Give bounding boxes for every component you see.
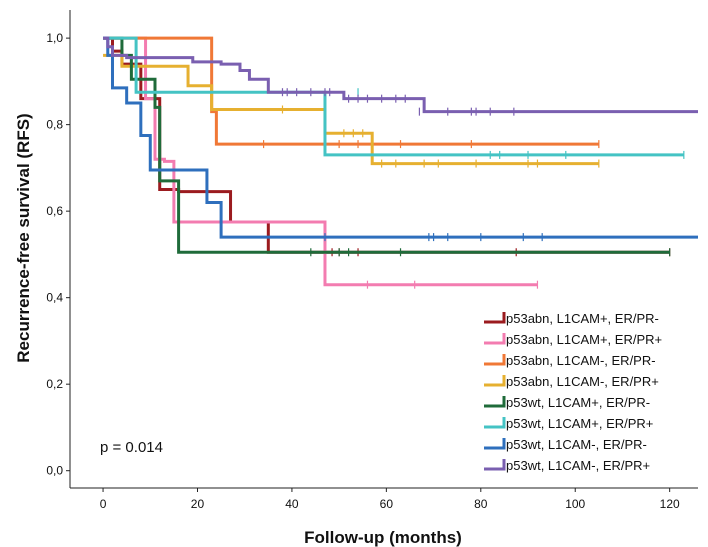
x-tick-label: 120: [660, 497, 680, 511]
survival-line: [103, 53, 599, 166]
legend-item: p53abn, L1CAM-, ER/PR+: [484, 374, 659, 389]
y-tick-label: 0,0: [46, 464, 63, 478]
legend: p53abn, L1CAM+, ER/PR-p53abn, L1CAM+, ER…: [484, 311, 662, 473]
legend-label: p53wt, L1CAM+, ER/PR-: [506, 395, 650, 410]
legend-label: p53wt, L1CAM-, ER/PR+: [506, 458, 650, 473]
x-tick-label: 100: [565, 497, 585, 511]
legend-label: p53abn, L1CAM-, ER/PR+: [506, 374, 659, 389]
x-tick-label: 0: [100, 497, 107, 511]
legend-item: p53wt, L1CAM-, ER/PR-: [484, 437, 647, 452]
y-tick-label: 0,2: [46, 377, 63, 391]
x-tick-label: 80: [474, 497, 488, 511]
legend-label: p53wt, L1CAM+, ER/PR+: [506, 416, 653, 431]
legend-label: p53abn, L1CAM-, ER/PR-: [506, 353, 656, 368]
x-axis-title: Follow-up (months): [304, 528, 462, 547]
legend-label: p53abn, L1CAM+, ER/PR+: [506, 332, 662, 347]
series-layer: [103, 36, 698, 289]
y-tick-label: 0,8: [46, 118, 63, 132]
series-1: [103, 36, 539, 289]
series-7: [103, 36, 698, 116]
y-tick-label: 0,6: [46, 204, 63, 218]
legend-item: p53abn, L1CAM-, ER/PR-: [484, 353, 656, 368]
legend-label: p53abn, L1CAM+, ER/PR-: [506, 311, 659, 326]
survival-line: [103, 36, 599, 146]
x-tick-label: 40: [285, 497, 299, 511]
legend-swatch: [484, 396, 506, 408]
p-value-annotation: p = 0.014: [100, 439, 163, 456]
survival-line: [103, 36, 698, 114]
legend-swatch: [484, 459, 506, 471]
x-tick-label: 60: [380, 497, 394, 511]
survival-line: [103, 36, 538, 287]
legend-label: p53wt, L1CAM-, ER/PR-: [506, 437, 647, 452]
y-axis-title: Recurrence-free survival (RFS): [14, 113, 33, 362]
survival-line: [103, 36, 698, 239]
survival-line: [103, 36, 684, 157]
y-tick-label: 0,4: [46, 291, 63, 305]
axes: 0 20 40 60 80 100 120 0,0 0,2 0,4 0,6 0,8 1,0: [46, 10, 698, 511]
legend-item: p53abn, L1CAM+, ER/PR-: [484, 311, 659, 326]
legend-swatch: [484, 333, 506, 345]
legend-swatch: [484, 354, 506, 366]
x-tick-label: 20: [191, 497, 205, 511]
legend-item: p53abn, L1CAM+, ER/PR+: [484, 332, 662, 347]
series-3: [103, 53, 600, 168]
legend-item: p53wt, L1CAM-, ER/PR+: [484, 458, 650, 473]
legend-swatch: [484, 417, 506, 429]
y-tick-label: 1,0: [46, 31, 63, 45]
series-6: [103, 36, 698, 242]
legend-swatch: [484, 438, 506, 450]
legend-item: p53wt, L1CAM+, ER/PR-: [484, 395, 650, 410]
series-2: [103, 36, 600, 149]
legend-item: p53wt, L1CAM+, ER/PR+: [484, 416, 653, 431]
legend-swatch: [484, 375, 506, 387]
legend-swatch: [484, 312, 506, 324]
